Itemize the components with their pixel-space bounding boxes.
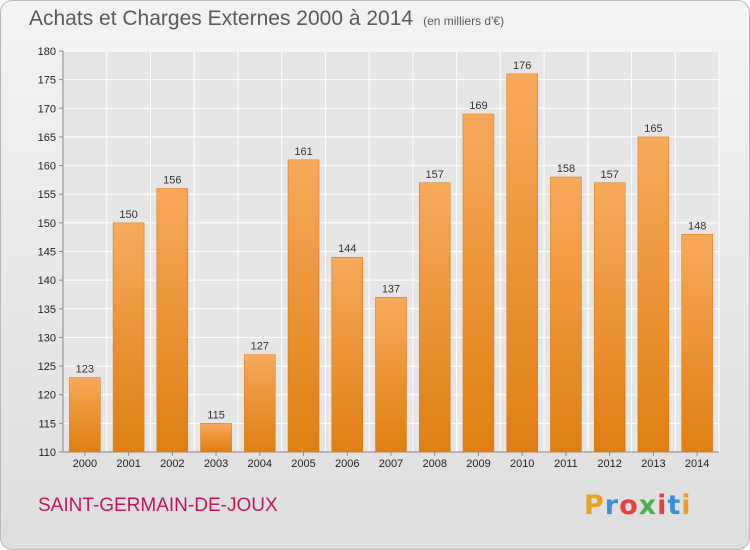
bar-2013[interactable] [637, 136, 670, 453]
y-tick-label: 110 [38, 447, 56, 459]
logo-letter: r [604, 490, 620, 521]
logo-letter: i [657, 490, 668, 521]
y-tick-label: 180 [38, 46, 56, 58]
y-tick-label: 115 [38, 418, 56, 430]
x-tick-label-2009: 2009 [466, 458, 490, 470]
x-tick-label-2012: 2012 [597, 458, 621, 470]
bar-2011[interactable] [550, 176, 582, 453]
value-label-2007: 137 [382, 283, 400, 295]
value-label-2005: 161 [294, 146, 312, 158]
y-tick-label: 150 [38, 218, 56, 230]
value-label-2011: 158 [557, 163, 575, 175]
value-label-2000: 123 [76, 364, 94, 376]
x-tick-label-2007: 2007 [379, 458, 403, 470]
logo-letter: t [667, 490, 682, 521]
bar-2014[interactable] [681, 234, 713, 453]
proxiti-logo[interactable]: Proxiti [584, 490, 692, 521]
value-label-2012: 157 [600, 169, 618, 181]
bar-2009[interactable] [462, 113, 495, 453]
y-tick-label: 120 [38, 390, 56, 402]
logo-letter: o [619, 490, 639, 521]
bar-2006[interactable] [331, 256, 364, 453]
value-label-2013: 165 [644, 123, 662, 135]
bar-2000[interactable] [69, 377, 101, 453]
logo-letter: x [638, 490, 658, 521]
x-tick-label-2005: 2005 [291, 458, 315, 470]
logo-letter: P [584, 490, 605, 521]
x-tick-label-2003: 2003 [204, 458, 228, 470]
value-label-2001: 150 [119, 209, 137, 221]
x-tick-label-2000: 2000 [73, 458, 97, 470]
x-tick-label-2006: 2006 [335, 458, 359, 470]
y-tick-label: 170 [38, 103, 56, 115]
x-tick-label-2010: 2010 [510, 458, 534, 470]
value-label-2009: 169 [469, 100, 487, 112]
y-tick-label: 125 [38, 361, 56, 373]
bar-2003[interactable] [200, 423, 232, 453]
y-tick-label: 155 [38, 189, 56, 201]
y-tick-label: 145 [38, 247, 56, 259]
logo-letter: i [681, 490, 692, 521]
bar-2012[interactable] [593, 182, 626, 453]
y-tick-label: 175 [38, 75, 56, 87]
bar-2008[interactable] [418, 182, 451, 453]
x-tick-label-2001: 2001 [116, 458, 140, 470]
commune-name: SAINT-GERMAIN-DE-JOUX [38, 495, 278, 516]
bar-2005[interactable] [287, 159, 320, 453]
x-tick-label-2002: 2002 [160, 458, 184, 470]
chart-subtitle: (en milliers d'€) [423, 14, 505, 28]
x-tick-label-2004: 2004 [248, 458, 272, 470]
value-label-2004: 127 [251, 341, 269, 353]
bar-2004[interactable] [244, 354, 276, 453]
value-label-2014: 148 [688, 220, 706, 232]
x-tick-label-2008: 2008 [422, 458, 446, 470]
value-label-2008: 157 [426, 169, 444, 181]
y-tick-label: 165 [38, 132, 56, 144]
x-tick-label-2013: 2013 [641, 458, 665, 470]
chart-title: Achats et Charges Externes 2000 à 2014 (e… [29, 7, 505, 30]
y-tick-label: 135 [38, 304, 56, 316]
bar-2007[interactable] [375, 297, 407, 453]
y-tick-label: 130 [38, 332, 56, 344]
value-label-2002: 156 [163, 174, 181, 186]
value-label-2003: 115 [207, 409, 225, 421]
value-label-2010: 176 [513, 60, 531, 72]
value-label-2006: 144 [338, 243, 356, 255]
bar-2001[interactable] [112, 222, 145, 453]
y-tick-label: 140 [38, 275, 56, 287]
x-tick-label-2014: 2014 [685, 458, 709, 470]
x-tick-label-2011: 2011 [554, 458, 578, 470]
bar-2002[interactable] [156, 188, 189, 453]
bar-2010[interactable] [506, 73, 538, 453]
y-tick-label: 160 [38, 161, 56, 173]
